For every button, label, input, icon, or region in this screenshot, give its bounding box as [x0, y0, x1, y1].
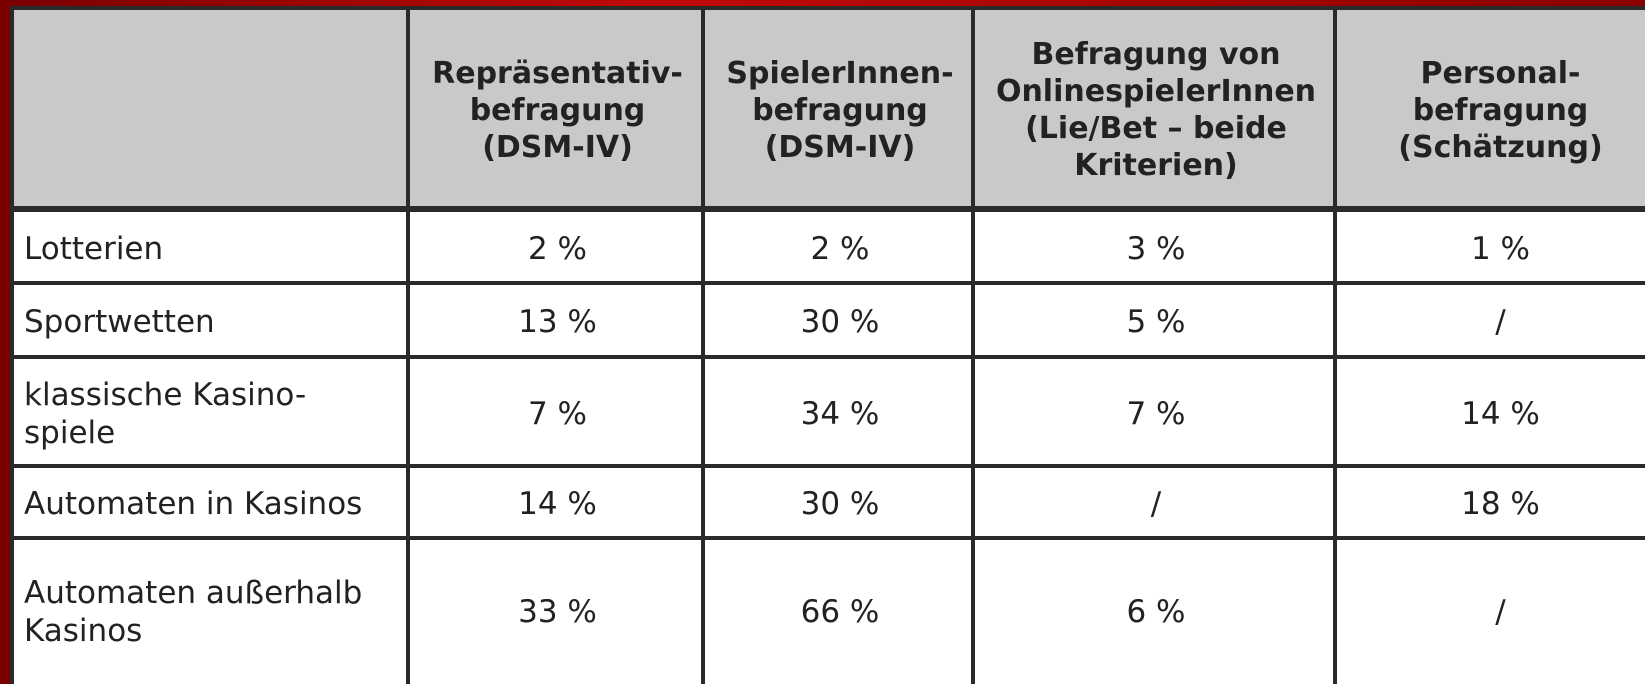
value-cell: 6 %	[971, 536, 1337, 684]
header-cell: Personal-befragung (Schätzung)	[1333, 6, 1645, 210]
header-text: Repräsentativ-	[432, 55, 683, 91]
cell-value: 2 %	[810, 230, 870, 267]
row-label: klassische Kasino-	[24, 376, 307, 413]
row-label-cell: klassische Kasino-spiele	[10, 355, 410, 468]
row-label: Sportwetten	[24, 304, 215, 340]
header-text: Personal-	[1420, 55, 1581, 91]
cell-value: 13 %	[518, 304, 597, 340]
value-cell: 2 %	[701, 206, 975, 285]
value-cell: 66 %	[701, 536, 975, 684]
value-cell: 18 %	[1333, 464, 1645, 540]
header-cell: Befragung von OnlinespielerInnen (Lie/Bet …	[971, 6, 1337, 210]
cell-value: /	[1495, 304, 1506, 340]
cell-value: 30 %	[800, 486, 880, 522]
header-text: (DSM-IV)	[482, 129, 633, 165]
header-text: befragung	[469, 92, 646, 128]
value-cell: 14 %	[406, 464, 705, 540]
cell-value: 18 %	[1461, 486, 1540, 522]
header-text: OnlinespielerInnen	[995, 74, 1317, 109]
cell-value: 7 %	[1126, 395, 1186, 432]
table: Repräsentativ-befragung (DSM-IV) SpielerIn…	[10, 6, 1645, 684]
row-label: Kasinos	[24, 613, 143, 649]
cell-value: /	[1150, 486, 1162, 522]
row-label-cell: Automaten außerhalb Kasinos	[10, 536, 410, 684]
value-cell: /	[1333, 281, 1645, 359]
value-cell: /	[971, 464, 1337, 540]
cell-value: 3 %	[1126, 230, 1186, 267]
row-label-cell: Sportwetten	[10, 281, 410, 359]
value-cell: 2 %	[406, 206, 705, 285]
value-cell: 34 %	[701, 355, 975, 468]
row-label: spiele	[24, 414, 116, 451]
cell-value: 1 %	[1470, 230, 1531, 267]
value-cell: 30 %	[701, 281, 975, 359]
cell-value: 6 %	[1126, 594, 1186, 630]
header-text: (DSM-IV)	[764, 129, 916, 165]
value-cell: 30 %	[701, 464, 975, 540]
row-label-cell: Lotterien	[10, 206, 410, 285]
cell-value: 5 %	[1126, 304, 1186, 340]
header-cell: SpielerInnen-befragung (DSM-IV)	[701, 6, 975, 210]
row-label: Lotterien	[24, 230, 164, 267]
cell-value: 34 %	[800, 395, 880, 432]
row-label: Automaten außerhalb	[24, 575, 363, 611]
value-cell: 13 %	[406, 281, 705, 359]
header-text: (Lie/Bet – beide	[1025, 111, 1287, 146]
value-cell: 14 %	[1333, 355, 1645, 468]
value-cell: 33 %	[406, 536, 705, 684]
header-text: Kriterien)	[1074, 148, 1238, 183]
header-text: Befragung von	[1031, 37, 1281, 72]
cell-value: 7 %	[527, 395, 588, 432]
cell-value: 66 %	[800, 594, 880, 630]
header-text: (Schätzung)	[1398, 129, 1603, 165]
value-cell: 7 %	[971, 355, 1337, 468]
cell-value: 2 %	[527, 230, 588, 267]
cell-value: 33 %	[518, 594, 597, 630]
header-text: SpielerInnen-	[726, 55, 954, 91]
value-cell: 7 %	[406, 355, 705, 468]
header-cell: Repräsentativ-befragung (DSM-IV)	[406, 6, 705, 210]
header-text: befragung	[1412, 92, 1589, 128]
cell-value: 14 %	[518, 486, 597, 522]
row-label-cell: Automaten in Kasinos	[10, 464, 410, 540]
cell-value: 30 %	[800, 304, 880, 340]
row-label: Automaten in Kasinos	[24, 486, 363, 522]
value-cell: 1 %	[1333, 206, 1645, 285]
cell-value: 14 %	[1461, 395, 1540, 432]
value-cell: 5 %	[971, 281, 1337, 359]
value-cell: /	[1333, 536, 1645, 684]
header-text: befragung	[752, 92, 928, 128]
cell-value: /	[1495, 594, 1506, 630]
corner-cell	[10, 6, 410, 210]
value-cell: 3 %	[971, 206, 1337, 285]
